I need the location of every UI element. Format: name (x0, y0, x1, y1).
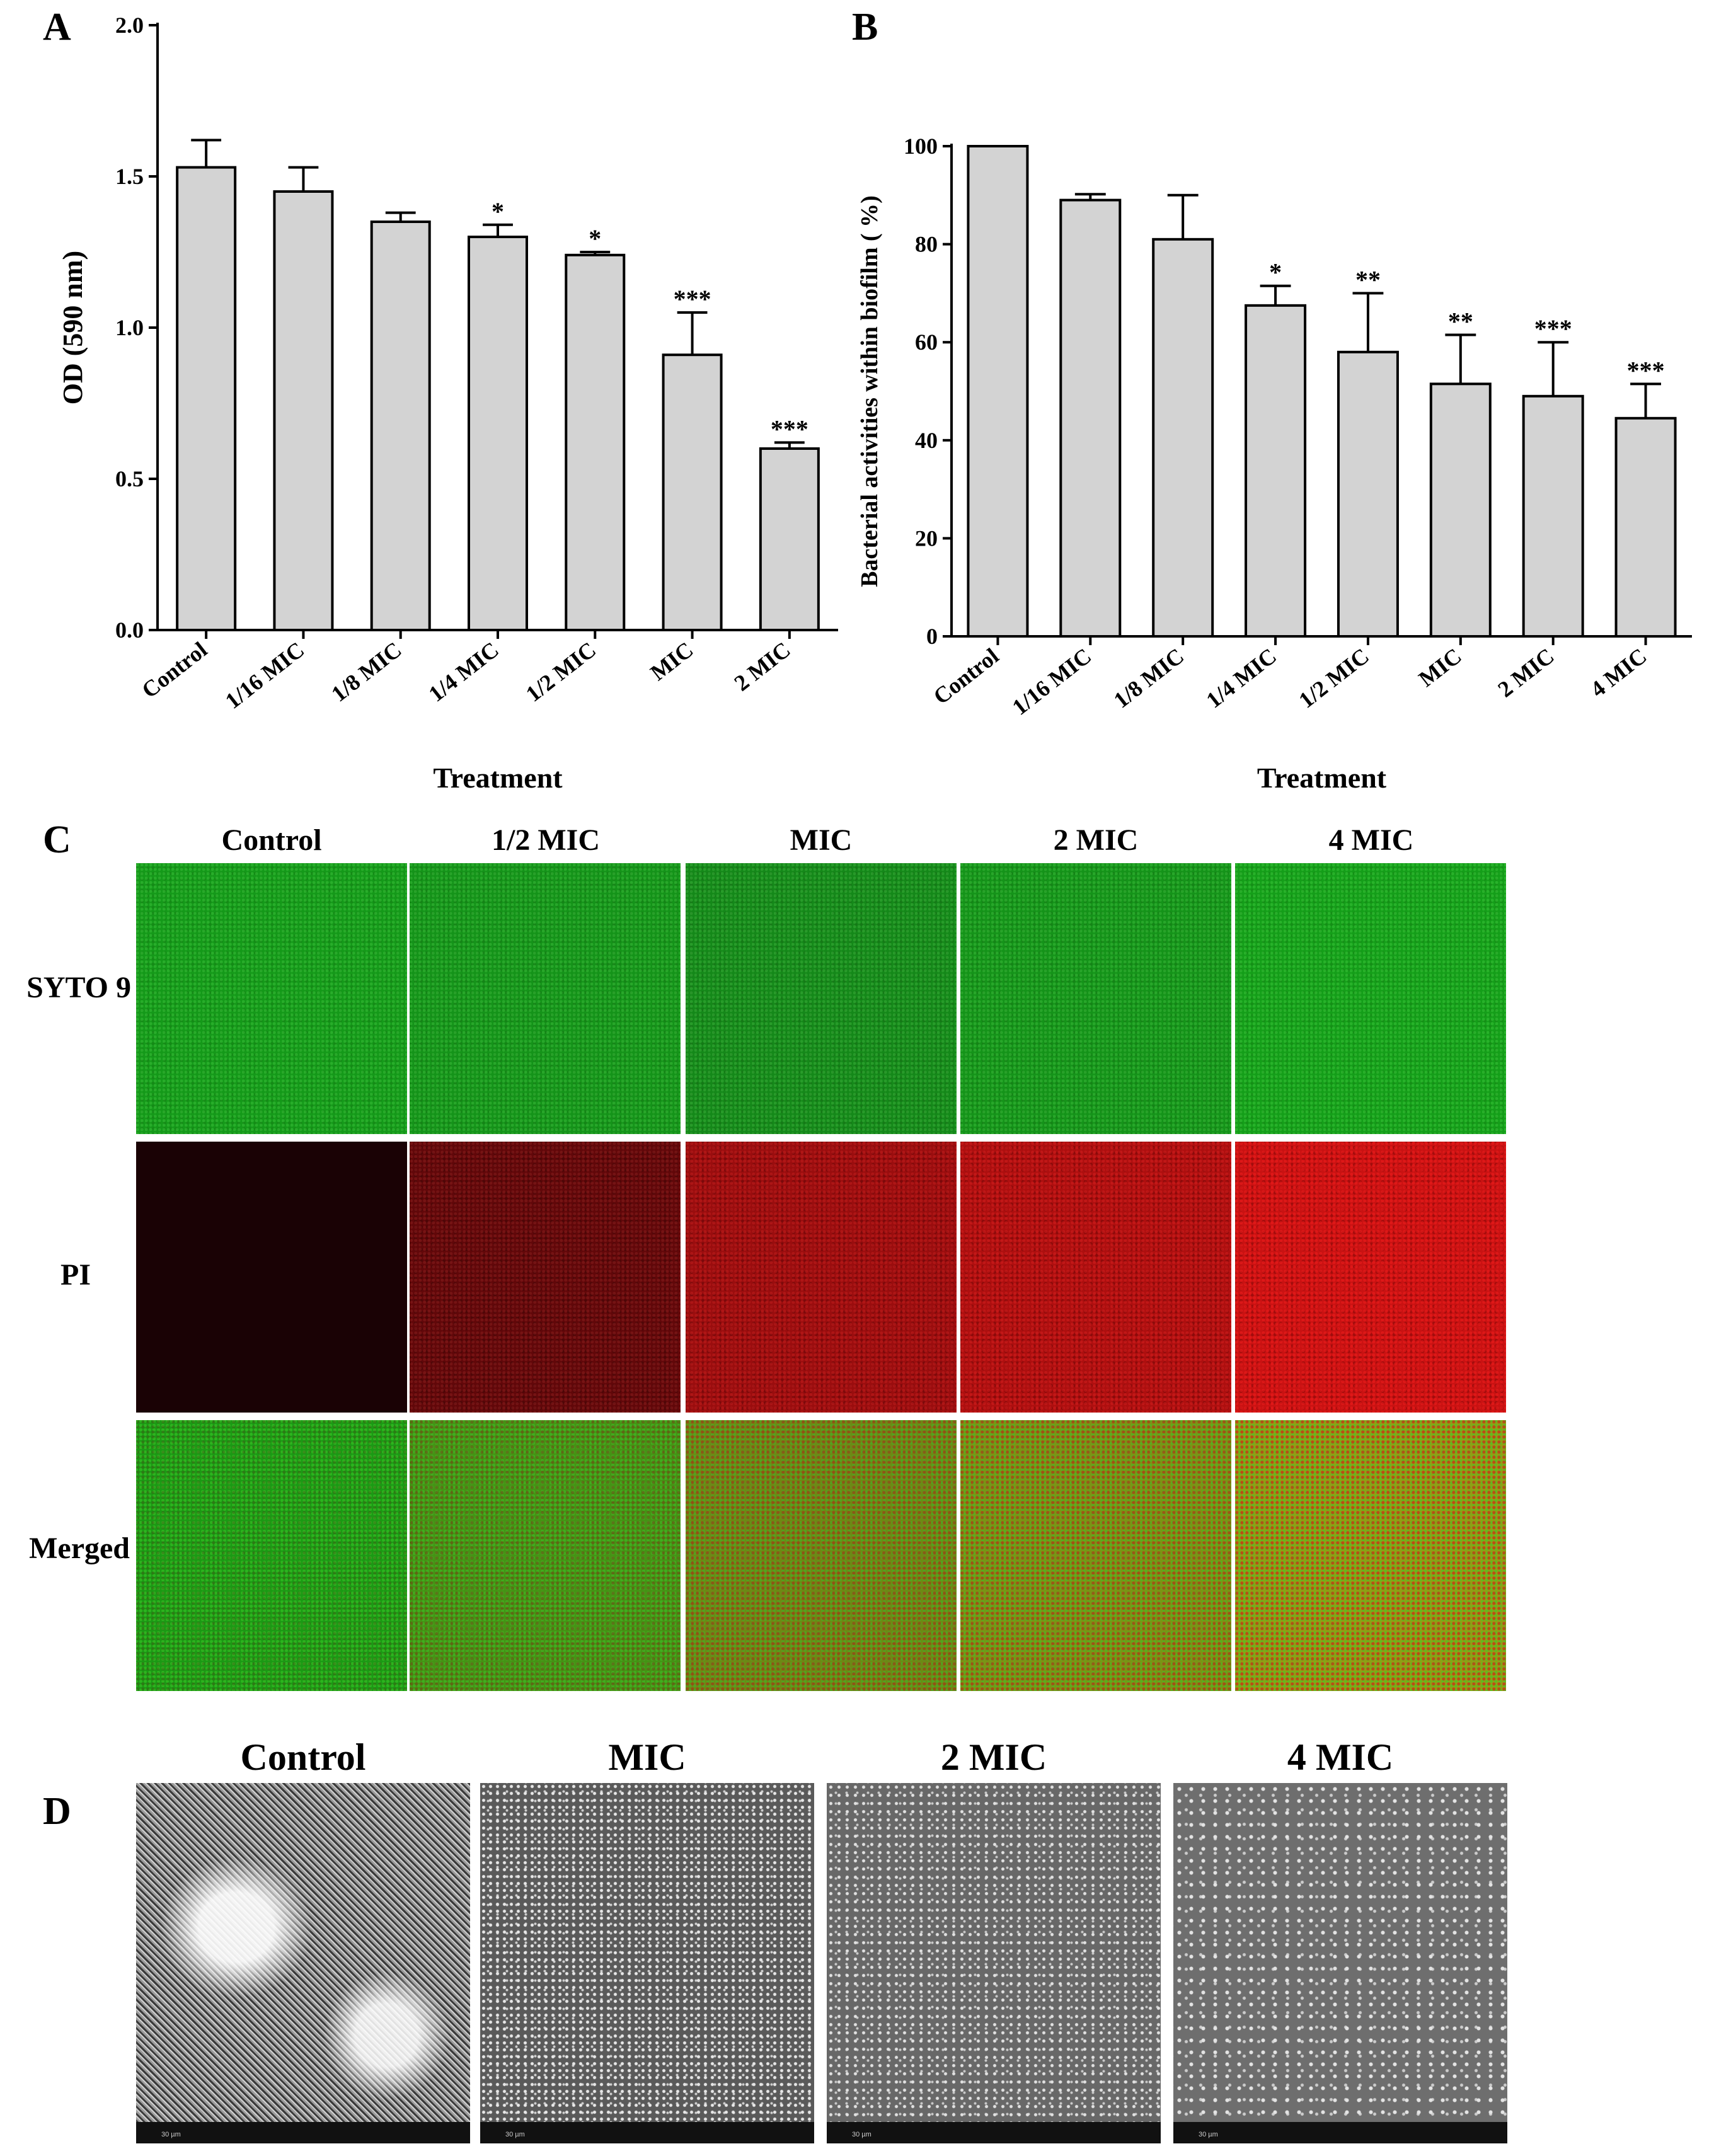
significance-mark-4: * (589, 224, 601, 253)
sem-scalebar-label: 30 µm (161, 2131, 181, 2138)
confocal-column-header-4mic: 4 MIC (1328, 823, 1414, 857)
x-axis-title: Treatment (433, 762, 563, 794)
sem-image-4mic: 30 µm (1173, 1783, 1507, 2143)
bar-3 (1245, 304, 1307, 638)
x-tick-label-5: MIC (1414, 643, 1466, 692)
confocal-row-header-merged: Merged (29, 1532, 130, 1565)
x-tick-label-4: 1/2 MIC (521, 637, 601, 707)
bar-1 (273, 190, 334, 631)
y-tick-label-4: 2.0 (115, 13, 144, 38)
bar-6 (759, 447, 820, 631)
x-tick-label-1: 1/16 MIC (1008, 643, 1096, 720)
panel-b-letter: B (852, 6, 878, 49)
significance-mark-5: *** (674, 285, 711, 313)
y-tick-label-0: 0.0 (115, 617, 144, 643)
y-tick-label-3: 60 (915, 330, 938, 355)
y-tick-label-2: 40 (915, 428, 938, 453)
bar-7 (1614, 416, 1677, 638)
sem-info-bar: 30 µm (480, 2122, 814, 2143)
y-tick-label-5: 100 (904, 134, 938, 159)
sem-image-control: 30 µm (136, 1783, 470, 2143)
confocal-image-merged-4mic (1235, 1420, 1506, 1691)
confocal-image-merged-half-mic (410, 1420, 681, 1691)
bar-3 (468, 236, 528, 631)
bar-0 (176, 166, 237, 632)
y-axis-title: Bacterial activities within biofilm ( %) (856, 195, 883, 587)
confocal-column-header-mic: MIC (790, 823, 853, 857)
bar-4 (1337, 350, 1399, 638)
x-tick-label-7: 4 MIC (1585, 643, 1651, 702)
sem-column-header-4mic: 4 MIC (1287, 1736, 1394, 1778)
significance-mark-3: * (492, 197, 504, 226)
confocal-image-syto9-2mic (960, 863, 1231, 1134)
bar-2 (370, 221, 431, 631)
chart-a-od-590: ******** Control 1/16 MIC 1/8 MIC 1/4 MIC 1/… (57, 13, 838, 794)
confocal-row-header-pi: PI (60, 1258, 91, 1292)
y-tick-label-4: 80 (915, 232, 938, 257)
sem-column-header-control: Control (240, 1736, 366, 1778)
bar-4 (565, 253, 626, 631)
significance-mark-7: *** (1627, 356, 1665, 384)
x-tick-label-1: 1/16 MIC (221, 637, 309, 714)
bar-0 (967, 145, 1029, 638)
bar-1 (1059, 198, 1122, 638)
sem-info-bar: 30 µm (827, 2122, 1161, 2143)
confocal-row-header-syto9: SYTO 9 (26, 971, 131, 1004)
x-tick-label-2: 1/8 MIC (1109, 643, 1188, 713)
confocal-image-syto9-half-mic (410, 863, 681, 1134)
significance-mark-6: *** (1534, 314, 1572, 343)
bar-2 (1152, 238, 1214, 638)
y-tick-label-1: 20 (915, 525, 938, 551)
bar-5 (662, 353, 723, 631)
confocal-image-pi-mic (686, 1142, 957, 1413)
confocal-image-syto9-control (136, 863, 407, 1134)
x-tick-label-4: 1/2 MIC (1294, 643, 1374, 713)
confocal-column-header-control: Control (221, 823, 322, 857)
sem-scalebar-label: 30 µm (505, 2131, 525, 2138)
x-tick-label-0: Control (929, 643, 1004, 709)
significance-mark-3: * (1269, 258, 1282, 287)
significance-mark-4: ** (1355, 265, 1381, 294)
confocal-image-pi-2mic (960, 1142, 1231, 1413)
x-tick-label-5: MIC (646, 637, 698, 685)
x-tick-label-3: 1/4 MIC (1202, 643, 1281, 713)
significance-mark-5: ** (1448, 307, 1473, 336)
confocal-column-header-2mic: 2 MIC (1053, 823, 1139, 857)
bar-6 (1522, 394, 1584, 638)
confocal-image-pi-half-mic (410, 1142, 681, 1413)
y-tick-label-2: 1.0 (115, 315, 144, 340)
sem-info-bar: 30 µm (1173, 2122, 1507, 2143)
confocal-image-syto9-4mic (1235, 863, 1506, 1134)
y-tick-label-3: 1.5 (115, 164, 144, 189)
y-axis-title: OD (590 nm) (57, 251, 88, 404)
confocal-image-merged-control (136, 1420, 407, 1691)
confocal-column-header-half-mic: 1/2 MIC (492, 823, 600, 857)
panel-a-letter: A (43, 6, 71, 49)
x-tick-label-6: 2 MIC (1493, 643, 1558, 702)
x-axis-title: Treatment (1257, 762, 1387, 794)
sem-column-header-mic: MIC (608, 1736, 686, 1778)
x-tick-label-3: 1/4 MIC (424, 637, 503, 707)
x-tick-label-0: Control (137, 637, 212, 703)
x-tick-label-2: 1/8 MIC (326, 637, 406, 707)
confocal-image-pi-4mic (1235, 1142, 1506, 1413)
panel-c-letter: C (43, 818, 71, 861)
sem-column-header-2mic: 2 MIC (940, 1736, 1047, 1778)
sem-scalebar-label: 30 µm (1199, 2131, 1218, 2138)
sem-image-2mic: 30 µm (827, 1783, 1161, 2143)
confocal-image-merged-2mic (960, 1420, 1231, 1691)
sem-scalebar-label: 30 µm (852, 2131, 871, 2138)
confocal-image-syto9-mic (686, 863, 957, 1134)
bar-5 (1429, 382, 1492, 638)
panel-d-letter: D (43, 1790, 71, 1833)
y-tick-label-1: 0.5 (115, 466, 144, 491)
sem-image-mic: 30 µm (480, 1783, 814, 2143)
confocal-image-pi-control (136, 1142, 407, 1413)
chart-b-bacterial-activities: * **** ****** Control 1/16 MIC 1/8 MIC 1/4 MI… (856, 134, 1692, 794)
significance-mark-6: *** (771, 415, 808, 443)
x-tick-label-6: 2 MIC (730, 637, 795, 696)
confocal-image-merged-mic (686, 1420, 957, 1691)
sem-info-bar: 30 µm (136, 2122, 470, 2143)
y-tick-label-0: 0 (926, 624, 938, 649)
